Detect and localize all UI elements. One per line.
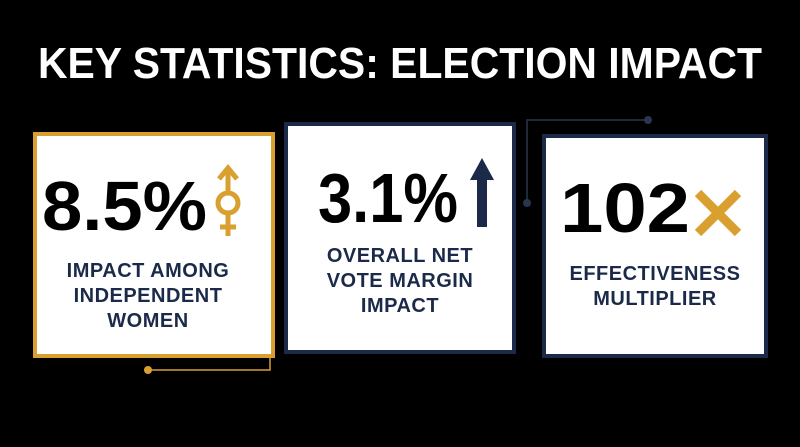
stat-label: OVERALL NET xyxy=(327,245,473,267)
connector-dot xyxy=(144,366,152,374)
stat-card: 3.1% OVERALL NET VOTE MARGIN IMPACT xyxy=(284,122,516,354)
stat-value: 102 xyxy=(560,169,690,247)
card-box xyxy=(542,134,768,358)
stat-card: 8.5% IMPACT AMONG INDEPENDENT WOMEN xyxy=(33,132,275,358)
multiply-icon xyxy=(694,189,742,237)
stat-label: WOMEN xyxy=(107,310,188,332)
page-title: KEY STATISTICS: ELECTION IMPACT xyxy=(38,39,762,88)
connector-dot xyxy=(523,199,531,207)
stat-value: 3.1% xyxy=(318,159,458,237)
gender-icon xyxy=(215,164,241,236)
stat-card: 102 EFFECTIVENESS MULTIPLIER xyxy=(542,134,768,358)
stat-label: IMPACT AMONG xyxy=(67,260,230,282)
stat-label: EFFECTIVENESS xyxy=(570,263,741,285)
stat-value: 8.5% xyxy=(42,167,207,245)
connector xyxy=(526,119,648,203)
connector-dot xyxy=(644,116,652,124)
card-box xyxy=(284,122,516,354)
stat-label: VOTE MARGIN xyxy=(327,270,474,292)
stat-label: MULTIPLIER xyxy=(593,288,717,310)
stat-label: IMPACT xyxy=(361,295,439,317)
up-arrow-icon xyxy=(470,158,494,227)
stat-label: INDEPENDENT xyxy=(74,285,223,307)
